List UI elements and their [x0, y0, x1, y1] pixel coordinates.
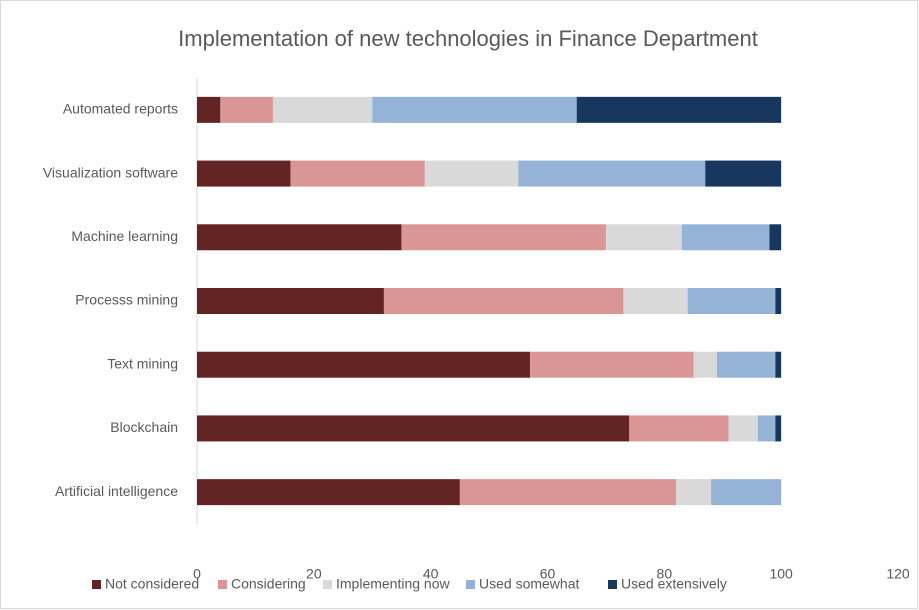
- bar-segment: [529, 351, 694, 378]
- bar-segment: [716, 351, 776, 378]
- chart-title: Implementation of new technologies in Fi…: [178, 26, 758, 51]
- bar-segment: [705, 160, 782, 187]
- x-tick-label: 40: [423, 566, 439, 582]
- bar-segment: [197, 96, 221, 123]
- y-tick-label: Artificial intelligence: [55, 483, 178, 499]
- bar-segment: [372, 96, 577, 123]
- legend-label: Used extensively: [621, 576, 727, 592]
- bar-segment: [769, 224, 782, 251]
- bar-segment: [605, 224, 682, 251]
- bar-segment: [687, 288, 776, 314]
- bar-segment: [518, 160, 706, 187]
- legend-swatch: [466, 580, 475, 589]
- x-tick-label: 0: [193, 566, 201, 582]
- bar-segment: [681, 224, 770, 251]
- bar-segment: [383, 288, 624, 314]
- bar-segment: [676, 479, 712, 506]
- x-tick-label: 120: [886, 566, 910, 582]
- bar-segment: [197, 415, 630, 442]
- bar-segment: [576, 96, 782, 123]
- x-tick-label: 100: [769, 566, 793, 582]
- bar-segment: [197, 224, 402, 251]
- legend-label: Used somewhat: [479, 576, 579, 592]
- y-tick-label: Blockchain: [110, 419, 178, 435]
- bar-segment: [197, 288, 384, 314]
- bar-segment: [775, 415, 782, 442]
- y-tick-label: Automated reports: [63, 101, 178, 117]
- bar-segment: [629, 415, 729, 442]
- legend-swatch: [608, 580, 617, 589]
- legend-swatch: [92, 580, 101, 589]
- bar-segment: [197, 160, 291, 187]
- y-tick-label: Processs mining: [75, 292, 178, 308]
- x-tick-label: 20: [306, 566, 322, 582]
- y-tick-label: Visualization software: [43, 164, 178, 180]
- x-tick-label: 60: [540, 566, 556, 582]
- bar-segment: [272, 96, 373, 123]
- legend-label: Not considered: [105, 576, 199, 592]
- legend-swatch: [323, 580, 332, 589]
- bar-segment: [197, 479, 460, 506]
- bar-segment: [757, 415, 776, 442]
- bar-segment: [623, 288, 688, 314]
- bar-segment: [220, 96, 273, 123]
- bar-segment: [711, 479, 782, 506]
- legend-label: Considering: [231, 576, 306, 592]
- bar-segment: [197, 351, 530, 378]
- legend-swatch: [218, 580, 227, 589]
- y-tick-label: Machine learning: [71, 228, 178, 244]
- bar-segment: [401, 224, 606, 251]
- x-tick-label: 80: [657, 566, 673, 582]
- y-tick-label: Text mining: [107, 355, 178, 371]
- bar-segment: [459, 479, 677, 506]
- bar-segment: [424, 160, 519, 187]
- bar-segment: [693, 351, 717, 378]
- bar-segment: [728, 415, 758, 442]
- bar-segment: [290, 160, 425, 187]
- bar-segment: [775, 351, 782, 378]
- bar-segment: [775, 288, 782, 314]
- legend-label: Implementing now: [336, 576, 451, 592]
